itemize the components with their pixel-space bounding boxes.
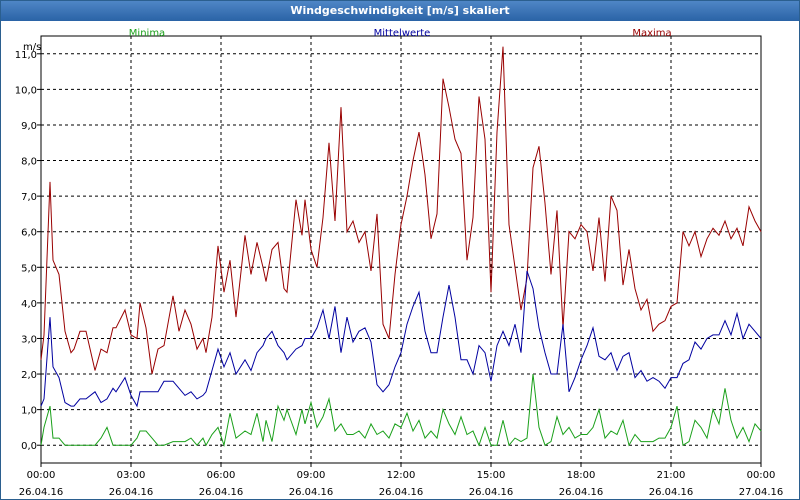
y-tick-label: 6,0 — [21, 228, 37, 239]
series-line-maxima — [40, 46, 762, 375]
x-tick-date: 26.04.16 — [469, 487, 514, 498]
y-tick-label: 11,0 — [15, 50, 37, 61]
y-axis-unit: m/s — [23, 42, 41, 53]
x-tick-time: 18:00 — [567, 470, 596, 481]
y-tick-label: 1,0 — [21, 406, 37, 417]
legend-minima: Minima — [129, 28, 165, 39]
x-tick-date: 26.04.16 — [379, 487, 424, 498]
x-tick-labels: 00:00 26.04.16 03:00 26.04.16 06:00 26.04.16 0… — [19, 463, 784, 498]
x-tick-time: 00:00 — [27, 470, 56, 481]
y-tick-label: 4,0 — [21, 299, 37, 310]
legend-mittelwerte: Mittelwerte — [374, 28, 431, 39]
x-tick-time: 09:00 — [297, 470, 326, 481]
x-tick-date: 26.04.16 — [649, 487, 694, 498]
x-tick-date: 26.04.16 — [289, 487, 334, 498]
x-tick-date: 27.04.16 — [739, 487, 784, 498]
y-tick-label: 10,0 — [15, 85, 37, 96]
y-tick-labels: 0,0 1,0 2,0 3,0 4,0 5,0 6,0 7,0 8,0 9,0 10,0 11,0 — [15, 50, 41, 452]
x-tick-time: 00:00 — [747, 470, 776, 481]
y-tick-label: 3,0 — [21, 334, 37, 345]
series-line-minima — [40, 373, 762, 448]
series-line-mittelwerte — [40, 270, 762, 408]
y-tick-label: 2,0 — [21, 370, 37, 381]
x-tick-time: 21:00 — [657, 470, 686, 481]
grid — [41, 36, 761, 463]
x-tick-date: 26.04.16 — [559, 487, 604, 498]
y-tick-label: 7,0 — [21, 192, 37, 203]
x-tick-time: 06:00 — [207, 470, 236, 481]
x-tick-time: 03:00 — [117, 470, 146, 481]
y-tick-label: 0,0 — [21, 441, 37, 452]
y-tick-label: 9,0 — [21, 121, 37, 132]
y-tick-label: 8,0 — [21, 157, 37, 168]
x-tick-time: 12:00 — [387, 470, 416, 481]
x-tick-time: 15:00 — [477, 470, 506, 481]
window-title: Windgeschwindigkeit [m/s] skaliert — [1, 1, 799, 21]
series-lines — [40, 46, 762, 448]
x-tick-date: 26.04.16 — [109, 487, 154, 498]
legend-maxima: Maxima — [632, 28, 671, 39]
y-tick-label: 5,0 — [21, 263, 37, 274]
x-tick-date: 26.04.16 — [19, 487, 64, 498]
x-tick-date: 26.04.16 — [199, 487, 244, 498]
